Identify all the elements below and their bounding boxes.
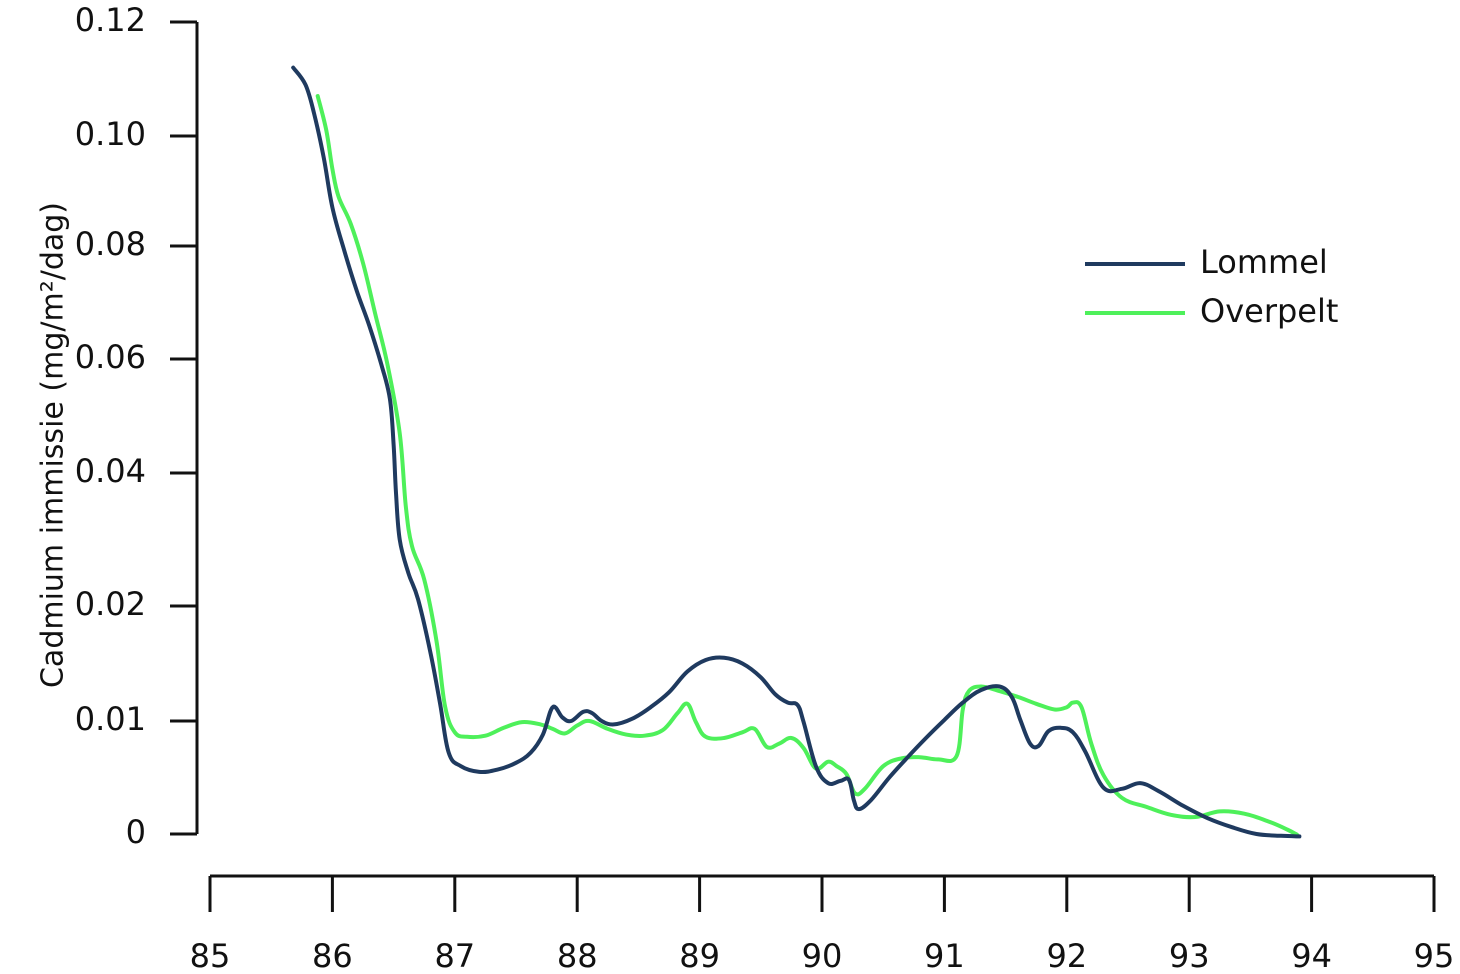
y-tick-label: 0.04 <box>75 452 146 490</box>
y-tick-label: 0.02 <box>75 585 146 623</box>
y-axis-title: Cadmium immissie (mg/m²/dag) <box>36 202 71 688</box>
series-group <box>291 65 1302 839</box>
x-tick-label: 87 <box>434 937 475 974</box>
y-tick-label: 0.12 <box>75 1 146 39</box>
x-tick-label: 89 <box>679 937 720 974</box>
x-tick-label: 93 <box>1169 937 1210 974</box>
legend-label-lommel: Lommel <box>1200 243 1328 281</box>
series-line-overpelt <box>315 94 1299 837</box>
legend: Lommel Overpelt <box>1085 243 1338 330</box>
series-line-lommel <box>291 65 1302 839</box>
x-tick-label: 88 <box>557 937 598 974</box>
y-tick-label: 0.06 <box>75 338 146 376</box>
x-tick-label: 86 <box>312 937 353 974</box>
y-tick-label: 0.01 <box>75 700 146 738</box>
x-tick-label: 91 <box>924 937 965 974</box>
x-tick-label: 92 <box>1046 937 1087 974</box>
x-tick-label: 94 <box>1291 937 1332 974</box>
x-tick-label: 95 <box>1414 937 1455 974</box>
x-axis: 85 86 87 88 89 90 91 92 93 94 95 <box>190 874 1455 974</box>
y-tick-label: 0.10 <box>75 115 146 153</box>
x-tick-label: 90 <box>802 937 843 974</box>
x-tick-label: 85 <box>190 937 231 974</box>
y-tick-label: 0 <box>126 813 146 851</box>
legend-label-overpelt: Overpelt <box>1200 292 1338 330</box>
y-axis: 0 0.01 0.02 0.04 0.06 0.08 0.10 0.12 <box>75 1 199 851</box>
y-tick-label: 0.08 <box>75 225 146 263</box>
